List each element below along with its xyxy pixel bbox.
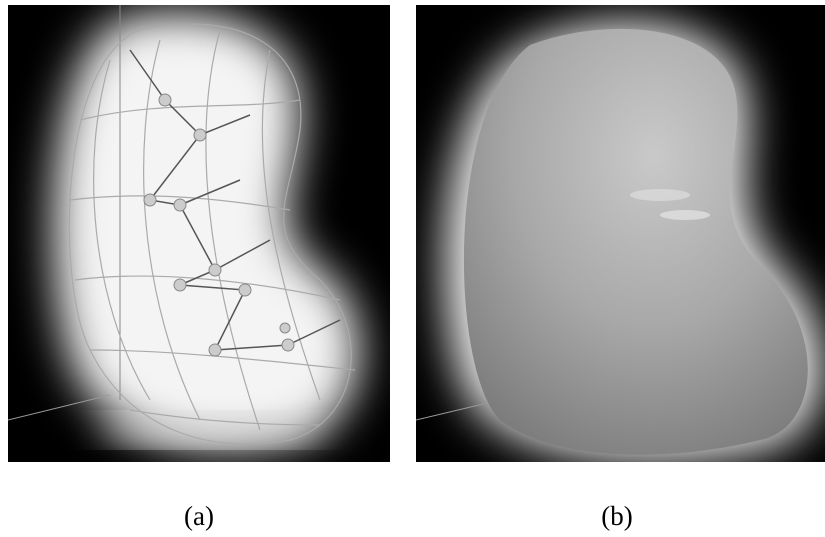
caption: (b) (601, 501, 632, 531)
panel-a-image (8, 5, 390, 462)
panel-b-image (416, 5, 825, 462)
page: (a) (b) (() => { const data = JSON.parse… (0, 0, 825, 537)
figure: (a) (b) (0, 0, 825, 537)
caption: (a) (184, 501, 214, 531)
